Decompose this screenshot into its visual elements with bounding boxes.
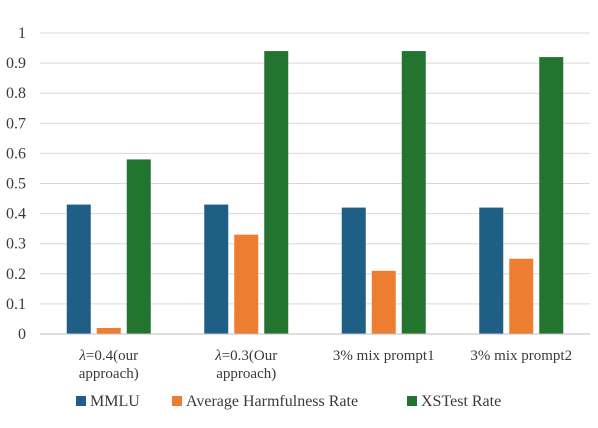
legend-swatch [76,396,86,406]
y-axis-ticks: 0 0.1 0.2 0.3 0.4 0.5 0.6 0.7 0.8 0.9 1 [6,25,26,343]
bar-mmlu [479,207,504,334]
y-tick-label: 0.9 [6,55,26,72]
bar-mmlu [204,204,229,334]
legend-label: MMLU [90,393,140,410]
y-tick-label: 0.2 [6,266,26,283]
legend-item: XSTest Rate [407,393,501,410]
y-tick-label: 0.8 [6,85,26,102]
legend: MMLU Average Harmfulness Rate XSTest Rate [76,393,501,410]
bar-xstest-rate [401,51,426,335]
y-tick-label: 1 [18,25,26,42]
legend-label: XSTest Rate [421,393,501,410]
bar-xstest-rate [539,57,564,335]
legend-item: MMLU [76,393,140,410]
x-category-label: λ=0.4(our approach) [78,348,138,382]
legend-item: Average Harmfulness Rate [172,393,358,410]
bar-mmlu [341,207,366,334]
y-tick-label: 0.6 [6,145,26,162]
bar-average-harmfulness-rate [234,234,259,334]
legend-swatch [407,396,417,406]
bar-average-harmfulness-rate [96,327,121,334]
legend-label: Average Harmfulness Rate [186,393,358,410]
y-tick-label: 0.4 [6,206,26,223]
bar-mmlu [66,204,91,334]
x-category-label: 3% mix prompt1 [333,348,435,364]
x-category-label: λ=0.3(Our approach) [214,348,277,382]
x-axis-labels: λ=0.4(our approach) λ=0.3(Our approach) 3% m… [78,348,572,382]
gridlines [40,32,590,305]
bar-average-harmfulness-rate [509,258,534,334]
x-category-label: 3% mix prompt2 [470,348,572,364]
y-tick-label: 0.5 [6,176,26,193]
bar-xstest-rate [126,159,151,334]
y-tick-label: 0.7 [6,115,26,132]
bar-average-harmfulness-rate [371,270,396,334]
bar-xstest-rate [264,51,289,335]
y-tick-label: 0.1 [6,296,26,313]
y-tick-label: 0 [18,326,26,343]
legend-swatch [172,396,182,406]
y-tick-label: 0.3 [6,236,26,253]
bars [66,51,564,335]
